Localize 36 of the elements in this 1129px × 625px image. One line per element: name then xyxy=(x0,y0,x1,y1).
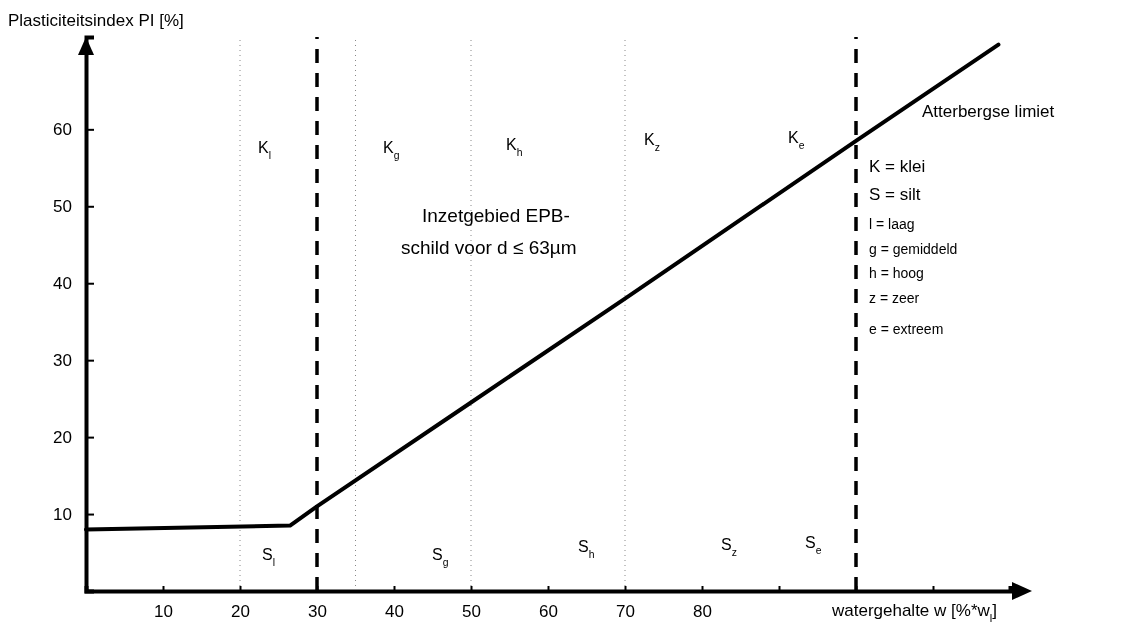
annotation: z = zeer xyxy=(869,290,920,306)
annotation: S$_{g}$ xyxy=(432,546,449,568)
x-tick-label: 50 xyxy=(462,602,481,622)
annotation: h = hoog xyxy=(869,265,924,281)
x-tick-label: 40 xyxy=(385,602,404,622)
x-tick-label: 10 xyxy=(154,602,173,622)
annotation: K$_{h}$ xyxy=(506,136,523,158)
annotation: S$_{h}$ xyxy=(578,538,595,560)
annotation: Atterbergse limiet xyxy=(922,102,1055,121)
y-tick-label: 50 xyxy=(53,197,72,217)
annotation: g = gemiddeld xyxy=(869,241,958,257)
y-tick-label: 60 xyxy=(53,120,72,140)
x-tick-label: 30 xyxy=(308,602,327,622)
annotation: schild voor d ≤ 63µm xyxy=(401,237,577,258)
annotation: S$_{z}$ xyxy=(721,536,737,558)
annotation: l = laag xyxy=(869,216,915,232)
annotation: e = extreem xyxy=(869,321,944,337)
y-tick-label: 20 xyxy=(53,428,72,448)
y-tick-label: 40 xyxy=(53,274,72,294)
annotation: K$_{z}$ xyxy=(644,131,660,153)
y-tick-label: 30 xyxy=(53,351,72,371)
annotation: K$_{l}$ xyxy=(258,139,271,161)
annotation: Inzetgebied EPB- xyxy=(422,205,570,226)
x-axis-title: watergehalte w [%*w$_{l}$] xyxy=(830,601,997,624)
annotation: S$_{e}$ xyxy=(805,534,822,556)
x-tick-label: 70 xyxy=(616,602,635,622)
annotation: S$_{l}$ xyxy=(262,546,275,568)
x-tick-label: 20 xyxy=(231,602,250,622)
y-axis-title: Plasticiteitsindex PI [%] xyxy=(8,11,184,30)
annotation: K = klei xyxy=(869,157,926,176)
annotation: S = silt xyxy=(869,185,921,204)
x-tick-label: 80 xyxy=(693,602,712,622)
annotation: K$_{g}$ xyxy=(383,139,400,161)
x-tick-label: 60 xyxy=(539,602,558,622)
annotation: K$_{e}$ xyxy=(788,129,805,151)
y-tick-label: 10 xyxy=(53,505,72,524)
